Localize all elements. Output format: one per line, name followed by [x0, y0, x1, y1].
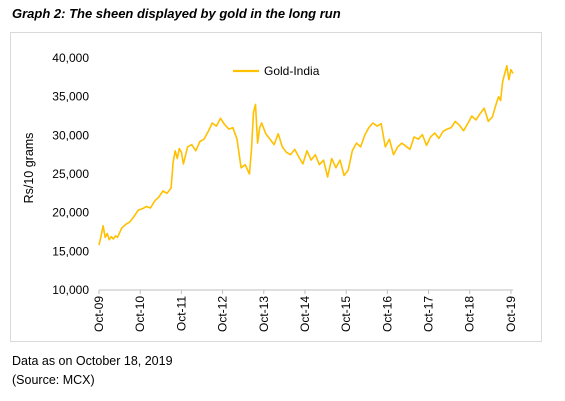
legend: Gold-India [233, 64, 320, 78]
y-tick-label: 25,000 [52, 167, 89, 181]
y-axis-ticks: 10,000 15,000 20,000 25,000 30,000 35,000 40,0… [52, 51, 89, 297]
x-tick-label: Oct-11 [174, 296, 188, 331]
data-date-note: Data as on October 18, 2019 [12, 354, 173, 368]
chart-title: Graph 2: The sheen displayed by gold in … [12, 6, 341, 21]
y-tick-label: 35,000 [52, 90, 89, 104]
x-tick-label: Oct-14 [298, 296, 312, 332]
x-tick-label: Oct-09 [92, 296, 106, 332]
y-tick-label: 20,000 [52, 206, 89, 220]
y-axis-label: Rs/10 grams [22, 133, 36, 204]
y-tick-label: 15,000 [52, 244, 89, 258]
y-tick-label: 30,000 [52, 128, 89, 142]
series-line-gold-india [98, 64, 514, 246]
x-tick-label: Oct-15 [339, 296, 353, 332]
x-axis-ticks: Oct-09 Oct-10 Oct-11 Oct-12 Oct-13 Oct-14 Oct-… [92, 290, 518, 332]
legend-label-gold-india: Gold-India [264, 64, 320, 78]
x-tick-label: Oct-12 [216, 296, 230, 332]
x-tick-label: Oct-18 [463, 296, 477, 332]
x-tick-label: Oct-10 [133, 296, 147, 332]
x-tick-label: Oct-16 [380, 296, 394, 332]
y-tick-label: 40,000 [52, 51, 89, 65]
x-tick-label: Oct-19 [504, 296, 518, 332]
chart-frame [10, 32, 542, 342]
source-note: (Source: MCX) [12, 373, 95, 387]
y-tick-label: 10,000 [52, 283, 89, 297]
x-tick-label: Oct-13 [257, 296, 271, 332]
x-tick-label: Oct-17 [422, 296, 436, 332]
